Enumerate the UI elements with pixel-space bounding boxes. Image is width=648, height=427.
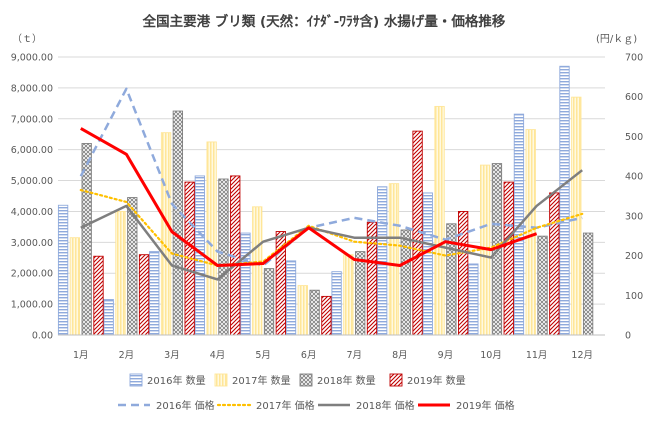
x-tick-label: 4月: [210, 350, 226, 361]
bar: [388, 183, 400, 336]
legend: 2016年 数量 2017年 数量 2018年 数量 2019年 数量 2016年 価格…: [118, 373, 515, 412]
legend-swatch-bar: [214, 373, 228, 387]
x-tick-label: 10月: [480, 350, 502, 361]
bar: [422, 192, 433, 336]
left-tick-label: 3,000.00: [11, 238, 53, 249]
bar: [115, 210, 126, 336]
left-tick-label: 9,000.00: [11, 53, 53, 64]
bar: [160, 132, 172, 336]
bar: [446, 223, 457, 336]
left-tick-label: 4,000.00: [11, 207, 53, 218]
bar: [458, 210, 469, 336]
legend-label: 2018年 数量: [317, 374, 376, 387]
right-tick-label: 500: [625, 132, 643, 143]
bar: [297, 285, 308, 336]
right-axis-unit: (円/ｋｇ): [596, 33, 637, 45]
left-tick-label: 5,000.00: [11, 176, 53, 187]
bar: [57, 204, 69, 336]
bar: [206, 141, 217, 336]
bar: [309, 289, 320, 336]
line-series-group: [79, 87, 584, 281]
bar: [503, 181, 514, 336]
bar: [468, 263, 479, 336]
bar: [537, 235, 548, 336]
legend-label: 2016年 価格: [156, 399, 215, 412]
right-tick-label: 200: [625, 251, 643, 262]
bar: [240, 232, 251, 336]
bar: [172, 110, 184, 336]
x-tick-label: 12月: [571, 350, 593, 361]
x-tick-label: 5月: [255, 350, 271, 361]
right-axis-ticks: 0 100 200 300 400 500 600 700: [625, 53, 643, 342]
left-tick-label: 2,000.00: [11, 269, 53, 280]
bar: [355, 251, 366, 336]
left-tick-label: 8,000.00: [11, 83, 53, 94]
x-tick-label: 1月: [73, 350, 89, 361]
legend-label: 2019年 数量: [407, 374, 466, 387]
bar: [285, 260, 297, 336]
bar: [93, 255, 104, 336]
left-axis-unit: （ｔ）: [12, 33, 42, 45]
bar: [252, 206, 263, 336]
right-tick-label: 600: [625, 92, 643, 103]
x-tick-label: 9月: [438, 350, 454, 361]
right-tick-label: 0: [625, 331, 631, 342]
bar: [343, 254, 354, 336]
x-tick-label: 6月: [301, 350, 317, 361]
legend-label: 2016年 数量: [147, 374, 206, 387]
bar: [400, 229, 411, 336]
series-line: [79, 87, 583, 267]
bar: [263, 268, 275, 336]
bar: [366, 221, 378, 336]
left-tick-label: 0.00: [32, 331, 53, 342]
x-axis-labels: 1月 2月 3月 4月 5月 6月 7月 8月 9月 10月 11月 12月: [73, 350, 593, 361]
bar-series-group: [57, 65, 594, 336]
right-tick-label: 400: [625, 172, 643, 183]
legend-label: 2018年 価格: [356, 399, 415, 412]
bar: [434, 105, 445, 336]
x-tick-label: 7月: [347, 350, 363, 361]
bar: [377, 186, 388, 336]
bar: [149, 251, 160, 336]
left-tick-label: 1,000.00: [11, 300, 53, 311]
right-tick-label: 700: [625, 53, 643, 64]
bar: [138, 254, 150, 336]
x-tick-label: 8月: [392, 350, 408, 361]
bar: [321, 295, 332, 336]
x-tick-label: 3月: [164, 350, 180, 361]
legend-label: 2017年 数量: [232, 374, 291, 387]
bar: [218, 178, 229, 336]
bar: [69, 237, 81, 336]
bar: [559, 65, 570, 336]
x-tick-label: 2月: [119, 350, 135, 361]
x-tick-label: 11月: [526, 350, 548, 361]
series-line: [80, 169, 583, 281]
bar: [525, 129, 536, 336]
bar: [103, 299, 114, 336]
legend-label: 2019年 価格: [456, 399, 515, 412]
left-axis-ticks: 0.00 1,000.00 2,000.00 3,000.00 4,000.00 5,00…: [11, 53, 53, 342]
left-tick-label: 6,000.00: [11, 145, 53, 156]
legend-swatch-bar: [129, 373, 143, 387]
left-tick-label: 7,000.00: [11, 114, 53, 125]
bar: [331, 271, 342, 336]
legend-label: 2017年 価格: [256, 399, 315, 412]
legend-swatch-bar: [299, 373, 313, 387]
right-tick-label: 300: [625, 211, 643, 222]
legend-swatch-bar: [389, 373, 403, 387]
bar: [582, 232, 594, 336]
chart-title: 全国主要港 ブリ類 (天然：ｲﾅﾀﾞ-ﾜﾗｻ含) 水揚げ量・価格推移: [142, 13, 506, 30]
bar: [549, 192, 560, 336]
series-line: [80, 127, 538, 267]
right-tick-label: 100: [625, 291, 643, 302]
